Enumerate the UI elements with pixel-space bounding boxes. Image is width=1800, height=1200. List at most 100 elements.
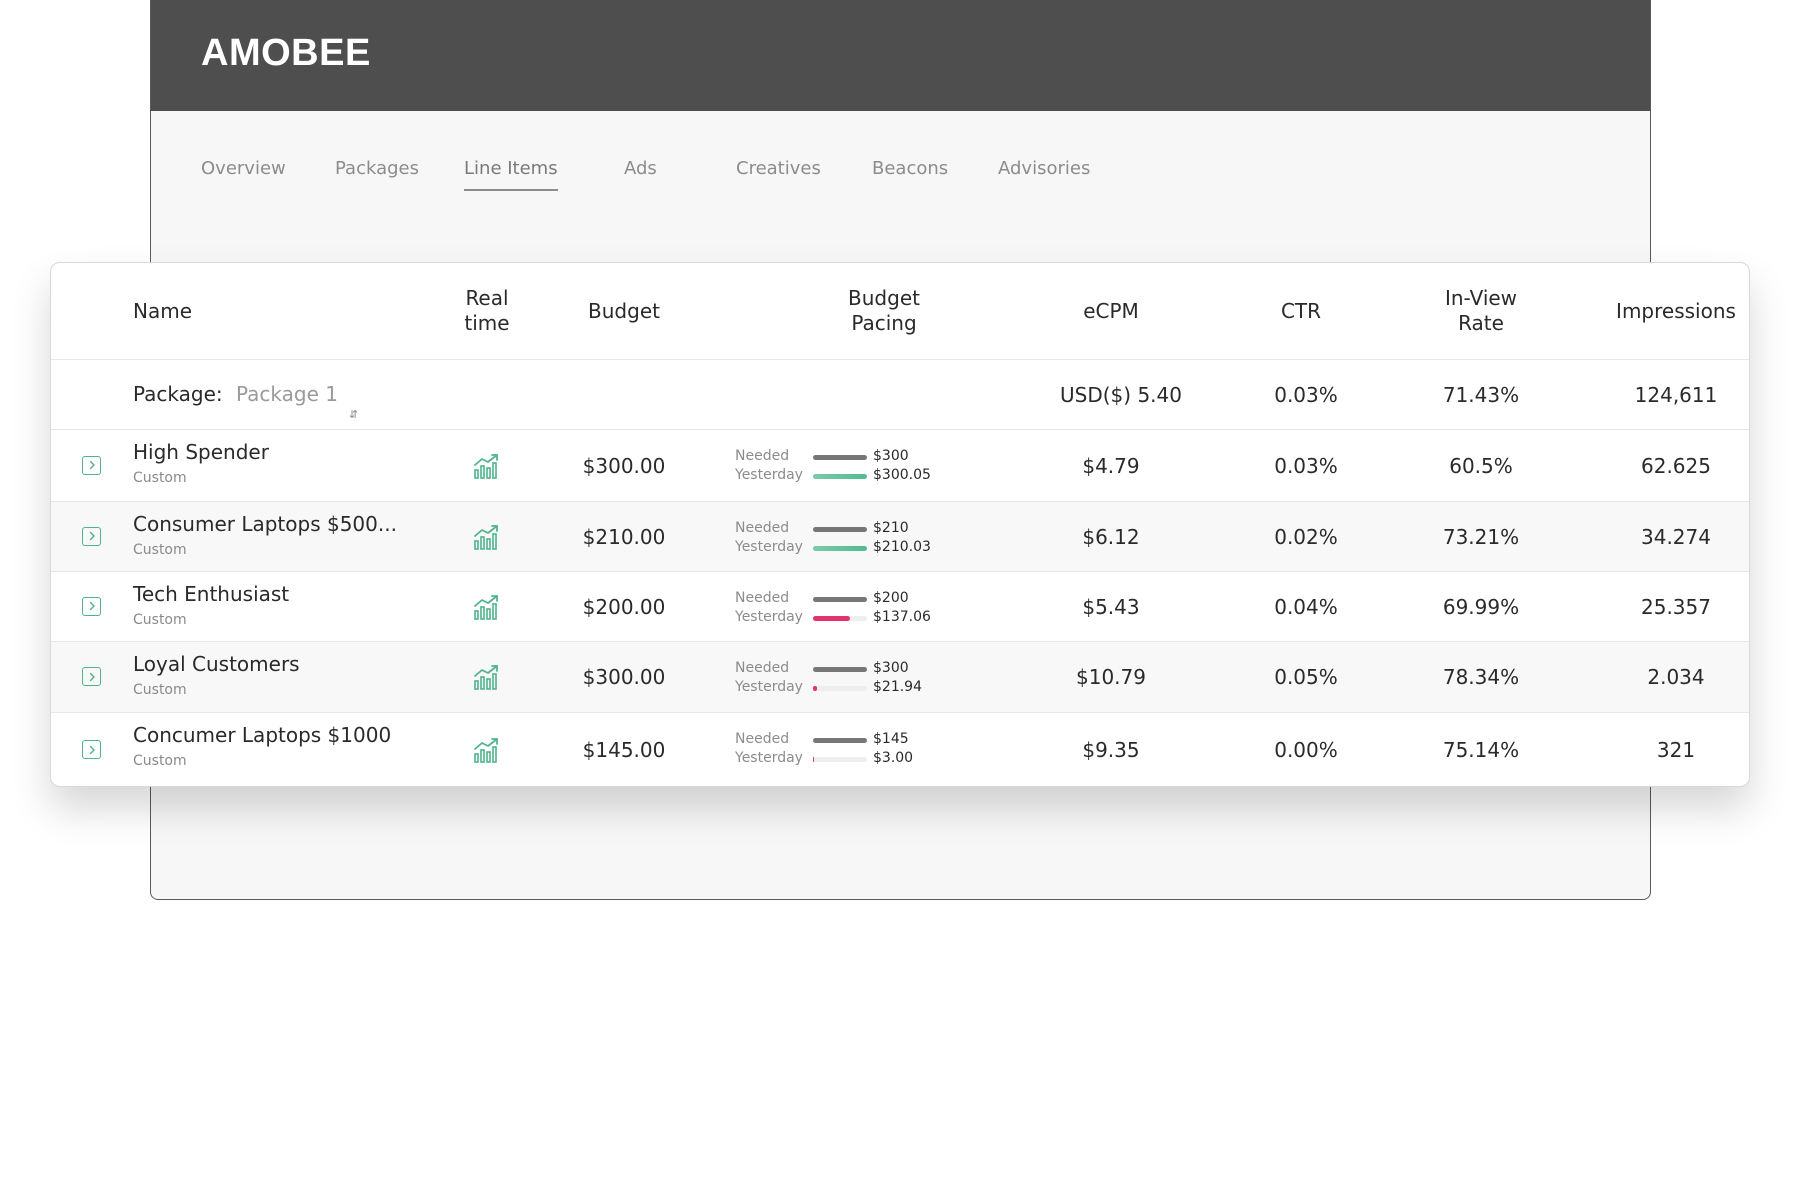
pacing-yesterday-fill	[813, 616, 851, 621]
realtime-chart-icon[interactable]	[473, 523, 501, 551]
row-ecpm: $10.79	[1076, 665, 1146, 689]
pacing-yesterday-bar	[813, 616, 867, 621]
row-in-view: 78.34%	[1442, 665, 1520, 689]
col-header-budget[interactable]: Budget	[588, 298, 660, 323]
expand-row-button[interactable]	[82, 455, 101, 475]
pacing-yesterday-fill	[813, 686, 817, 691]
pacing-yesterday-bar	[813, 757, 867, 762]
expand-row-button[interactable]	[82, 596, 101, 616]
row-budget: $300.00	[582, 665, 666, 689]
package-label: Package:	[133, 382, 223, 406]
table-row[interactable]: Loyal Customers Custom $300.00 Needed Ye…	[51, 641, 1749, 712]
tab-line-items[interactable]: Line Items	[464, 158, 558, 191]
row-type: Custom	[133, 682, 187, 698]
col-header-in-view-line1: In-View	[1444, 286, 1518, 310]
table-row[interactable]: Consumer Laptops $500... Custom $210.00 …	[51, 501, 1749, 571]
col-header-in-view-line2: Rate	[1458, 311, 1504, 335]
col-header-budget-pacing[interactable]: Budget Pacing	[824, 263, 944, 359]
chevron-right-icon	[89, 745, 95, 754]
pacing-yesterday-label: Yesterday	[735, 609, 803, 625]
table-row[interactable]: Concumer Laptops $1000 Custom $145.00 Ne…	[51, 712, 1749, 786]
expand-row-button[interactable]	[82, 526, 101, 546]
package-select[interactable]: Package 1	[236, 382, 338, 406]
tab-beacons[interactable]: Beacons	[872, 158, 949, 179]
row-name[interactable]: Tech Enthusiast	[133, 582, 290, 606]
pacing-needed-value: $145	[873, 731, 909, 747]
row-ecpm: $9.35	[1082, 738, 1140, 762]
row-type: Custom	[133, 612, 187, 628]
realtime-chart-icon[interactable]	[473, 593, 501, 621]
brand-logo: AMOBEE	[201, 32, 371, 74]
col-header-budget-pacing-line1: Budget	[848, 286, 920, 310]
package-ecpm: USD($) 5.40	[1060, 382, 1182, 407]
col-header-impressions[interactable]: Impressions	[1616, 298, 1736, 323]
pacing-needed-value: $210	[873, 520, 909, 536]
col-header-ecpm[interactable]: eCPM	[1083, 298, 1139, 323]
pacing-needed-bar	[813, 738, 867, 743]
budget-pacing: Needed Yesterday $300 $21.94	[735, 660, 955, 700]
row-impressions: 62.625	[1641, 453, 1711, 478]
chevron-right-icon	[89, 672, 95, 681]
tab-creatives[interactable]: Creatives	[736, 158, 821, 179]
sort-caret-icon[interactable]: ⇵	[349, 408, 359, 421]
row-name[interactable]: Loyal Customers	[133, 652, 300, 676]
package-impressions: 124,611	[1634, 382, 1718, 407]
realtime-chart-icon[interactable]	[473, 736, 501, 764]
pacing-yesterday-bar	[813, 474, 867, 479]
expand-row-button[interactable]	[82, 740, 101, 759]
pacing-needed-value: $200	[873, 590, 909, 606]
pacing-yesterday-bar	[813, 686, 867, 691]
col-header-real-time-line2: time	[464, 311, 510, 335]
row-impressions: 2.034	[1647, 665, 1705, 689]
col-header-in-view-rate[interactable]: In-View Rate	[1421, 263, 1541, 359]
pacing-yesterday-label: Yesterday	[735, 539, 803, 555]
realtime-chart-icon[interactable]	[473, 663, 501, 691]
row-name[interactable]: High Spender	[133, 440, 269, 464]
pacing-needed-bar	[813, 667, 867, 672]
pacing-needed-value: $300	[873, 448, 909, 464]
package-row: Package: Package 1 ⇵ USD($) 5.40 0.03% 7…	[51, 359, 1749, 429]
row-ctr: 0.03%	[1274, 453, 1338, 478]
pacing-yesterday-bar	[813, 546, 867, 551]
pacing-yesterday-label: Yesterday	[735, 467, 803, 483]
row-budget: $210.00	[582, 524, 666, 549]
pacing-yesterday-value: $3.00	[873, 750, 914, 766]
pacing-yesterday-value: $137.06	[873, 609, 931, 625]
row-in-view: 60.5%	[1449, 453, 1513, 478]
pacing-needed-value: $300	[873, 660, 909, 676]
pacing-yesterday-fill	[813, 474, 867, 479]
row-ctr: 0.02%	[1274, 524, 1338, 549]
row-impressions: 34.274	[1641, 524, 1711, 549]
row-ctr: 0.04%	[1274, 594, 1338, 619]
row-name[interactable]: Concumer Laptops $1000	[133, 723, 392, 747]
row-in-view: 75.14%	[1442, 738, 1520, 762]
table-row[interactable]: High Spender Custom $300.00 Needed Yeste…	[51, 429, 1749, 501]
row-budget: $300.00	[582, 453, 666, 478]
row-in-view: 69.99%	[1442, 594, 1520, 619]
col-header-real-time[interactable]: Real time	[461, 263, 513, 359]
row-type: Custom	[133, 753, 187, 769]
col-header-name[interactable]: Name	[133, 298, 193, 323]
pacing-needed-bar	[813, 527, 867, 532]
realtime-chart-icon[interactable]	[473, 452, 501, 480]
expand-row-button[interactable]	[82, 667, 101, 686]
col-header-ctr[interactable]: CTR	[1280, 298, 1322, 323]
tab-ads[interactable]: Ads	[624, 158, 657, 179]
row-name[interactable]: Consumer Laptops $500...	[133, 512, 397, 536]
pacing-needed-label: Needed	[735, 590, 790, 606]
pacing-yesterday-label: Yesterday	[735, 679, 803, 695]
pacing-needed-label: Needed	[735, 660, 790, 676]
row-ctr: 0.00%	[1274, 738, 1338, 762]
tab-advisories[interactable]: Advisories	[998, 158, 1091, 179]
pacing-yesterday-value: $300.05	[873, 467, 931, 483]
package-in-view: 71.43%	[1442, 382, 1520, 407]
tab-overview[interactable]: Overview	[201, 158, 286, 179]
pacing-needed-bar	[813, 597, 867, 602]
row-type: Custom	[133, 470, 187, 486]
row-impressions: 25.357	[1641, 594, 1711, 619]
table-row[interactable]: Tech Enthusiast Custom $200.00 Needed Ye…	[51, 571, 1749, 641]
tab-packages[interactable]: Packages	[335, 158, 419, 179]
pacing-needed-label: Needed	[735, 731, 790, 747]
pacing-yesterday-label: Yesterday	[735, 750, 803, 766]
pacing-needed-label: Needed	[735, 520, 790, 536]
